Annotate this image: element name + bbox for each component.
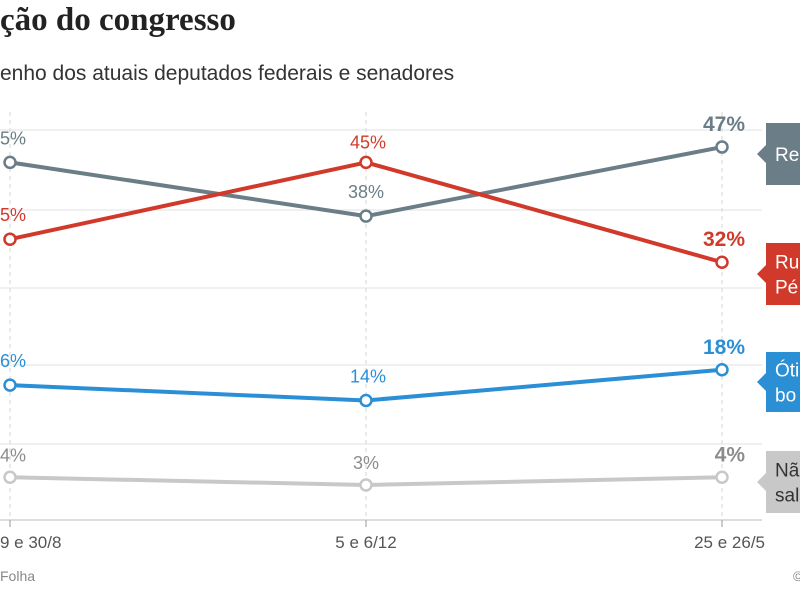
x-tick-label-2: 5 e 6/12 — [335, 533, 396, 552]
data-label-nao_sabe-2: 3% — [353, 453, 379, 473]
x-tick-label-1: 9 e 30/8 — [0, 533, 61, 552]
data-point-regular-1 — [3, 155, 17, 170]
legend-box-regular — [757, 123, 800, 185]
data-label-otimo_bom-2: 14% — [350, 366, 386, 386]
data-label-nao_sabe-3: 4% — [715, 443, 746, 466]
legend-label-ruim_pessimo-1: Ru — [775, 253, 799, 274]
chart-subtitle: enho dos atuais deputados federais e sen… — [0, 62, 455, 85]
x-tick-label-3: 25 e 26/5 — [694, 533, 765, 552]
data-point-ruim_pessimo-2 — [359, 155, 373, 170]
legend-box-nao_sabe — [757, 451, 800, 513]
source-label: Folha — [0, 568, 36, 584]
data-point-otimo_bom-2 — [359, 393, 373, 408]
legend-label-nao_sabe-1: Nã — [775, 461, 800, 482]
data-label-ruim_pessimo-2: 45% — [350, 132, 386, 152]
legend-label-regular-1: Re — [775, 145, 799, 166]
data-label-regular-2: 38% — [348, 182, 384, 202]
chart-title: ção do congresso — [0, 2, 236, 38]
data-point-nao_sabe-1 — [3, 470, 17, 485]
data-label-regular-3: 47% — [703, 113, 745, 136]
data-label-ruim_pessimo-1: 5% — [0, 205, 26, 225]
legend-label-otimo_bom-2: bo — [775, 386, 796, 407]
legend-label-ruim_pessimo-2: Pé — [775, 278, 798, 299]
legend-box-otimo_bom — [757, 352, 800, 412]
data-label-otimo_bom-3: 18% — [703, 336, 745, 359]
data-point-nao_sabe-3 — [715, 470, 729, 485]
data-point-nao_sabe-2 — [359, 478, 373, 492]
data-label-otimo_bom-1: 6% — [0, 351, 26, 371]
data-point-otimo_bom-3 — [715, 363, 729, 377]
data-point-regular-2 — [359, 209, 373, 223]
legend-label-nao_sabe-2: sal — [775, 486, 799, 507]
legend-box-ruim_pessimo — [757, 243, 800, 305]
copyright-label: © — [793, 568, 800, 584]
data-label-ruim_pessimo-3: 32% — [703, 228, 745, 251]
data-label-regular-1: 5% — [0, 128, 26, 148]
data-point-regular-3 — [715, 140, 729, 154]
data-point-otimo_bom-1 — [3, 378, 17, 392]
data-point-ruim_pessimo-1 — [3, 232, 17, 246]
data-label-nao_sabe-1: 4% — [0, 445, 26, 465]
legend-label-otimo_bom-1: Óti — [775, 360, 799, 382]
data-point-ruim_pessimo-3 — [715, 255, 729, 269]
